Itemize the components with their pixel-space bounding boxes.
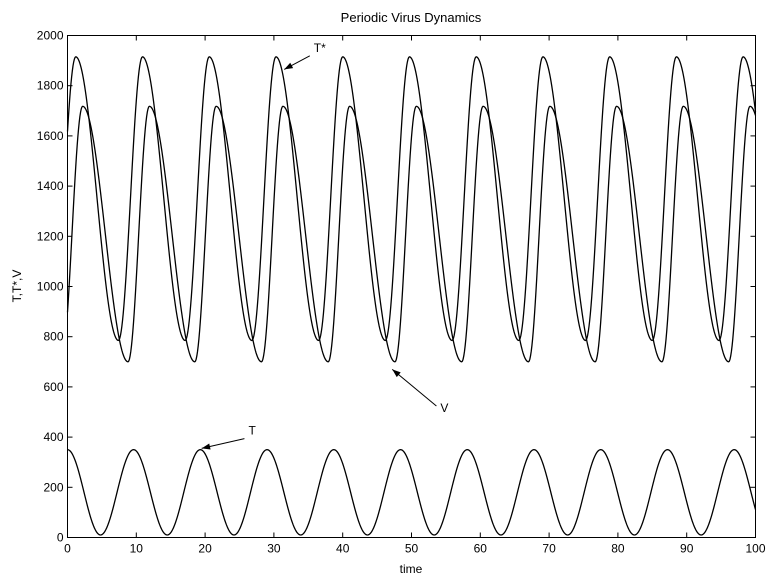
y-tick-label-0: 0 <box>57 531 64 545</box>
annotation-arrow-v <box>391 368 437 407</box>
annotation-arrowhead-t-star <box>284 62 294 70</box>
x-tick-label-9: 90 <box>680 542 694 556</box>
y-tick-label-10: 2000 <box>37 29 64 43</box>
x-axis-title: time <box>400 562 423 574</box>
chart-title: Periodic Virus Dynamics <box>341 10 482 25</box>
y-tick-label-4: 800 <box>43 330 63 344</box>
annotation-label-v: V <box>440 401 448 415</box>
y-tick-label-3: 600 <box>43 380 63 394</box>
y-tick-label-7: 1400 <box>37 179 64 193</box>
x-tick-label-8: 80 <box>611 542 625 556</box>
series-line-t-star <box>66 56 757 342</box>
y-tick-label-2: 400 <box>43 430 63 444</box>
x-tick-label-2: 20 <box>198 542 212 556</box>
annotation-arrowhead-v <box>392 369 401 378</box>
y-tick-label-9: 1800 <box>37 79 64 93</box>
y-tick-label-1: 200 <box>43 480 63 494</box>
x-tick-label-10: 100 <box>745 542 765 556</box>
series-line-t <box>67 448 757 536</box>
y-axis-title: T,T*,V <box>10 270 24 303</box>
x-tick-label-4: 40 <box>336 542 350 556</box>
x-tick-label-1: 10 <box>130 542 144 556</box>
series-line-v <box>66 105 757 363</box>
y-tick-label-6: 1200 <box>37 229 64 243</box>
annotation-label-t-star: T* <box>314 41 326 55</box>
x-tick-label-0: 0 <box>64 542 71 556</box>
x-tick-label-3: 30 <box>267 542 281 556</box>
y-tick-label-5: 1000 <box>37 280 64 294</box>
y-tick-label-8: 1600 <box>37 129 64 143</box>
x-tick-label-7: 70 <box>542 542 556 556</box>
annotation-arrowhead-t <box>201 443 211 450</box>
x-tick-label-6: 60 <box>474 542 488 556</box>
x-tick-label-5: 50 <box>405 542 419 556</box>
plot-frame <box>67 35 756 538</box>
annotation-label-t: T <box>248 424 256 438</box>
